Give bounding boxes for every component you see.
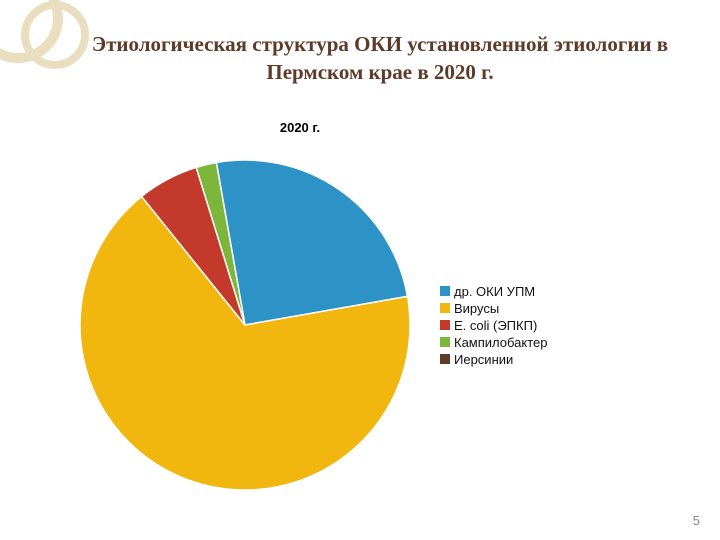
legend-item: Кампилобактер (440, 335, 547, 350)
corner-decoration (0, 0, 90, 90)
legend-label: др. ОКИ УПМ (454, 284, 535, 299)
page-number: 5 (693, 513, 700, 528)
legend-swatch (440, 286, 450, 296)
pie-chart-area: 2020 г. др. ОКИ УПМВирусыE. coli (ЭПКП)К… (60, 115, 680, 510)
chart-title: 2020 г. (0, 120, 680, 135)
legend-item: Вирусы (440, 301, 547, 316)
legend-label: Вирусы (454, 301, 499, 316)
pie-chart (60, 140, 430, 510)
legend-item: Иерсинии (440, 352, 547, 367)
chart-legend: др. ОКИ УПМ Вирусы E. coli (ЭПКП) Кампилоба… (440, 282, 547, 369)
legend-swatch (440, 303, 450, 313)
slide-title: Этиологическая структура ОКИ установленн… (80, 30, 680, 87)
legend-swatch (440, 320, 450, 330)
pie-slice (216, 160, 407, 325)
legend-label: Иерсинии (454, 352, 513, 367)
legend-label: E. coli (ЭПКП) (454, 318, 537, 333)
legend-item: E. coli (ЭПКП) (440, 318, 547, 333)
legend-label: Кампилобактер (454, 335, 547, 350)
legend-swatch (440, 337, 450, 347)
legend-swatch (440, 354, 450, 364)
legend-item: др. ОКИ УПМ (440, 284, 547, 299)
